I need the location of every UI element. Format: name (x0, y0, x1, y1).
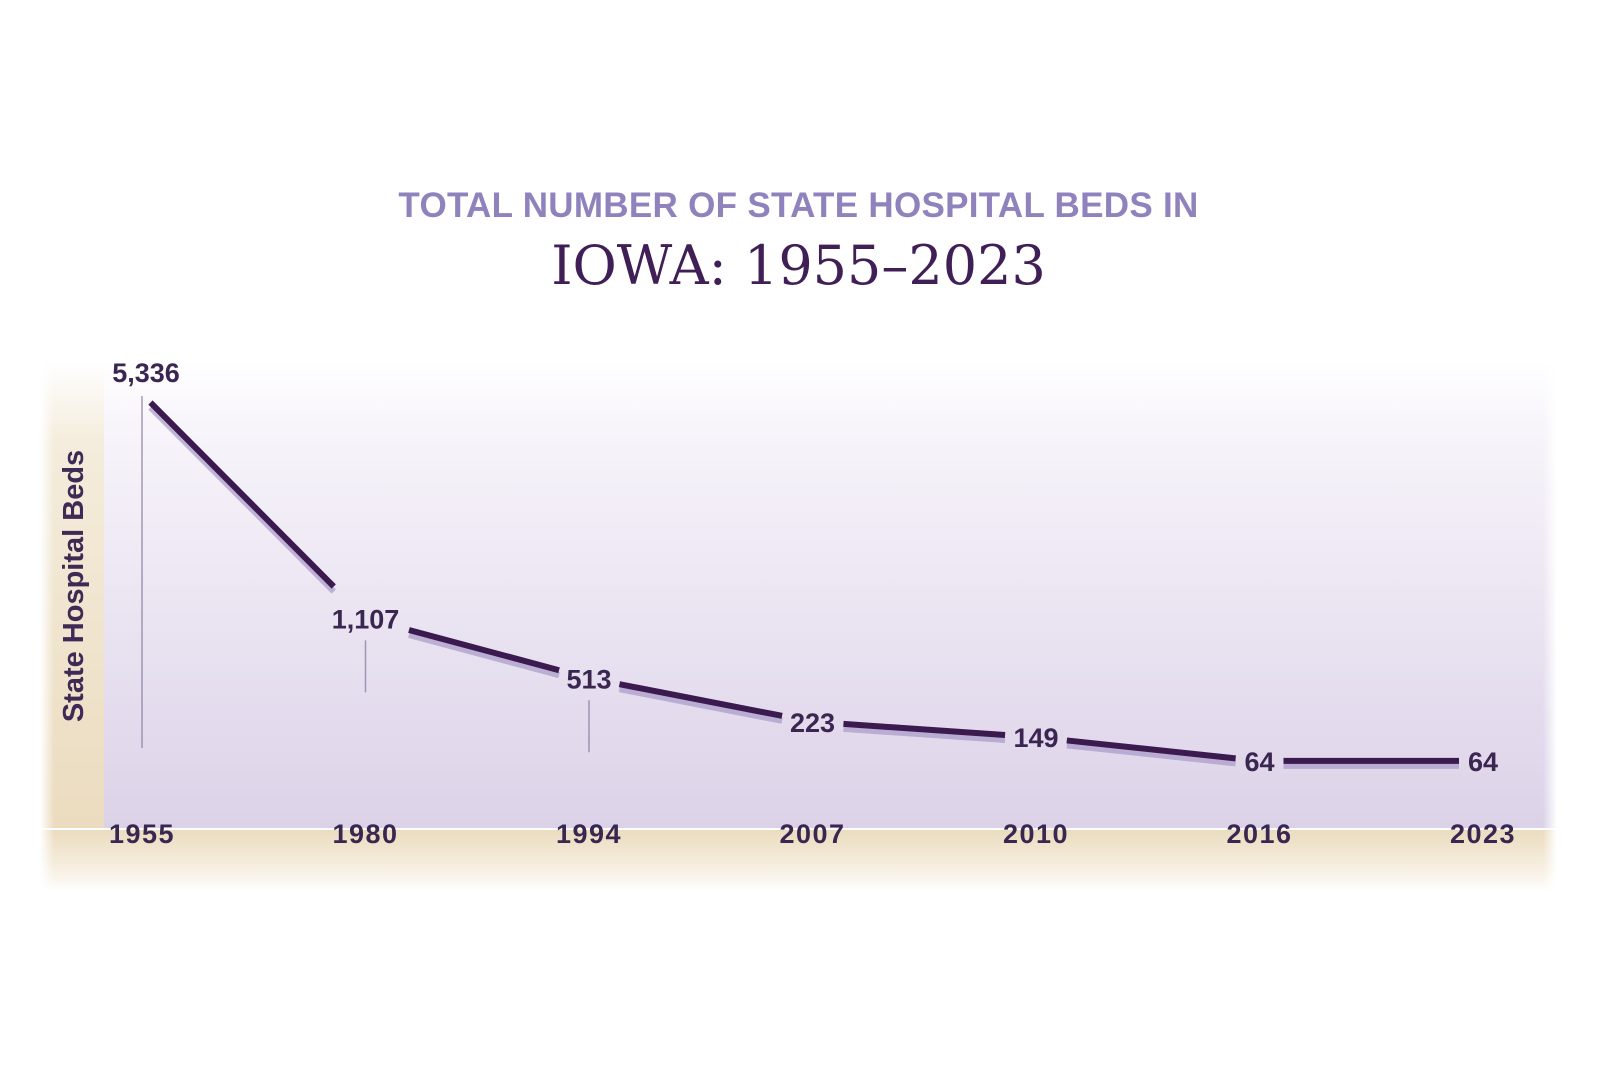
line-shadow (618, 686, 783, 724)
drop-lines (141, 396, 590, 753)
x-axis-band (40, 830, 1557, 892)
x-tick-label: 1980 (332, 819, 398, 849)
fade-left-edge (40, 360, 54, 892)
data-label: 513 (566, 664, 611, 694)
fade-right-edge (1543, 360, 1557, 892)
data-label: 64 (1244, 747, 1274, 777)
x-tick-label: 2007 (779, 819, 845, 849)
line-shadow (843, 725, 1006, 744)
chart-title-line2: IOWA: 1955–2023 (551, 234, 1046, 297)
line-segment (148, 400, 336, 589)
x-tick-label: 2010 (1003, 819, 1069, 849)
x-tick-label: 2023 (1450, 819, 1516, 849)
line-shadow (1066, 742, 1236, 767)
x-tick-labels: 1955 1980 1994 2007 2010 2016 2023 (109, 819, 1516, 849)
data-label: 1,107 (332, 604, 400, 634)
line-shadow-segments (148, 405, 1459, 769)
line-segment (843, 720, 1006, 739)
line-shadow (408, 632, 560, 679)
line-segments (148, 400, 1459, 764)
x-tick-label: 2016 (1226, 819, 1292, 849)
data-label: 64 (1468, 747, 1498, 777)
x-tick-label: 1994 (556, 819, 622, 849)
y-axis-title: State Hospital Beds (58, 450, 90, 722)
line-segment (618, 681, 783, 719)
line-shadow (148, 405, 336, 594)
plot-area (104, 360, 1557, 828)
data-label: 223 (790, 708, 835, 738)
line-segment (408, 627, 560, 674)
chart-title-line1: TOTAL NUMBER OF STATE HOSPITAL BEDS IN (398, 186, 1199, 225)
data-label: 149 (1013, 723, 1058, 753)
data-labels: 5,336 1,107 513 223 149 64 64 (112, 358, 1498, 777)
data-label: 5,336 (112, 358, 180, 388)
line-segment (1066, 737, 1236, 762)
x-tick-label: 1955 (109, 819, 175, 849)
